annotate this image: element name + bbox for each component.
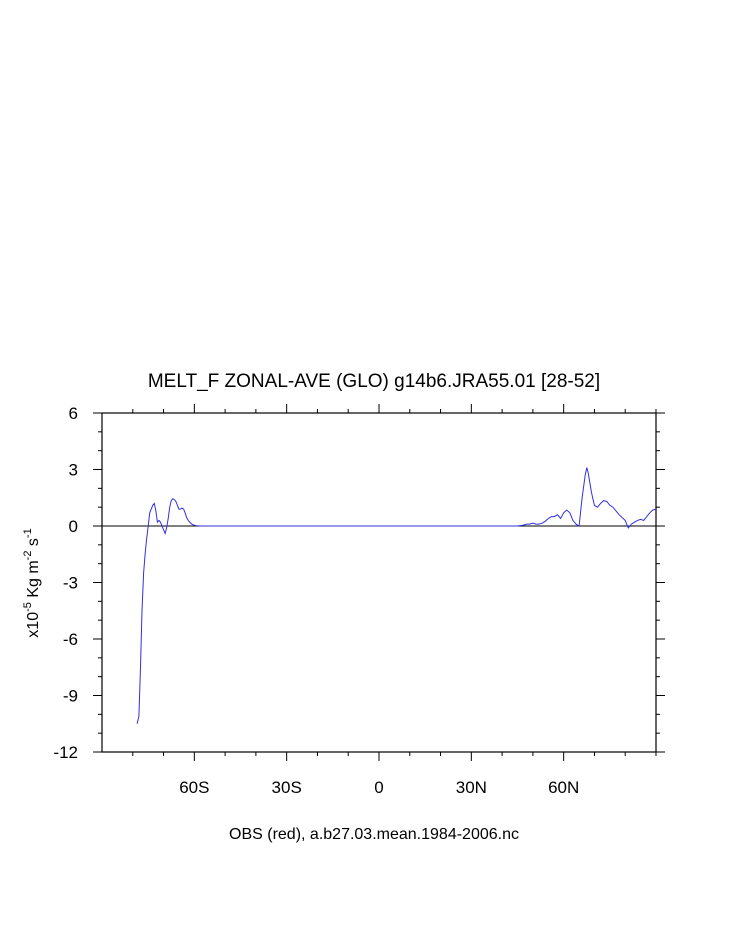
x-tick-label: 30S — [272, 778, 302, 797]
y-tick-labels: 6 3 0 -3 -6 -9 -12 — [53, 404, 78, 762]
y-tick-label: -6 — [63, 630, 78, 649]
plot-frame — [101, 412, 657, 753]
chart-title: MELT_F ZONAL-AVE (GLO) g14b6.JRA55.01 [2… — [148, 371, 600, 392]
y-tick-label: -9 — [63, 687, 78, 706]
x-tick-label: 60S — [179, 778, 209, 797]
x-axis-label: OBS (red), a.b27.03.mean.1984-2006.nc — [229, 826, 519, 843]
ylabel-unit2: s — [25, 538, 42, 550]
axis-ticks — [93, 404, 665, 761]
ylabel-exp3: -1 — [22, 528, 34, 538]
ylabel-exp1: -5 — [22, 602, 34, 612]
y-axis-label: x10-5 Kg m-2 s-1 — [22, 528, 42, 637]
y-tick-label: 0 — [69, 517, 78, 536]
x-tick-label: 0 — [374, 778, 383, 797]
y-tick-label: 3 — [69, 461, 78, 480]
y-tick-label: -3 — [63, 574, 78, 593]
ylabel-exp2: -2 — [22, 551, 34, 561]
ylabel-prefix: x10 — [25, 612, 42, 638]
y-tick-label: -12 — [53, 743, 78, 762]
x-tick-label: 60N — [548, 778, 579, 797]
ylabel-unit1: Kg m — [25, 560, 42, 602]
x-tick-labels: 60S 30S 0 30N 60N — [179, 778, 579, 797]
series-line — [136, 467, 657, 724]
x-tick-label: 30N — [456, 778, 487, 797]
y-tick-label: 6 — [69, 404, 78, 423]
